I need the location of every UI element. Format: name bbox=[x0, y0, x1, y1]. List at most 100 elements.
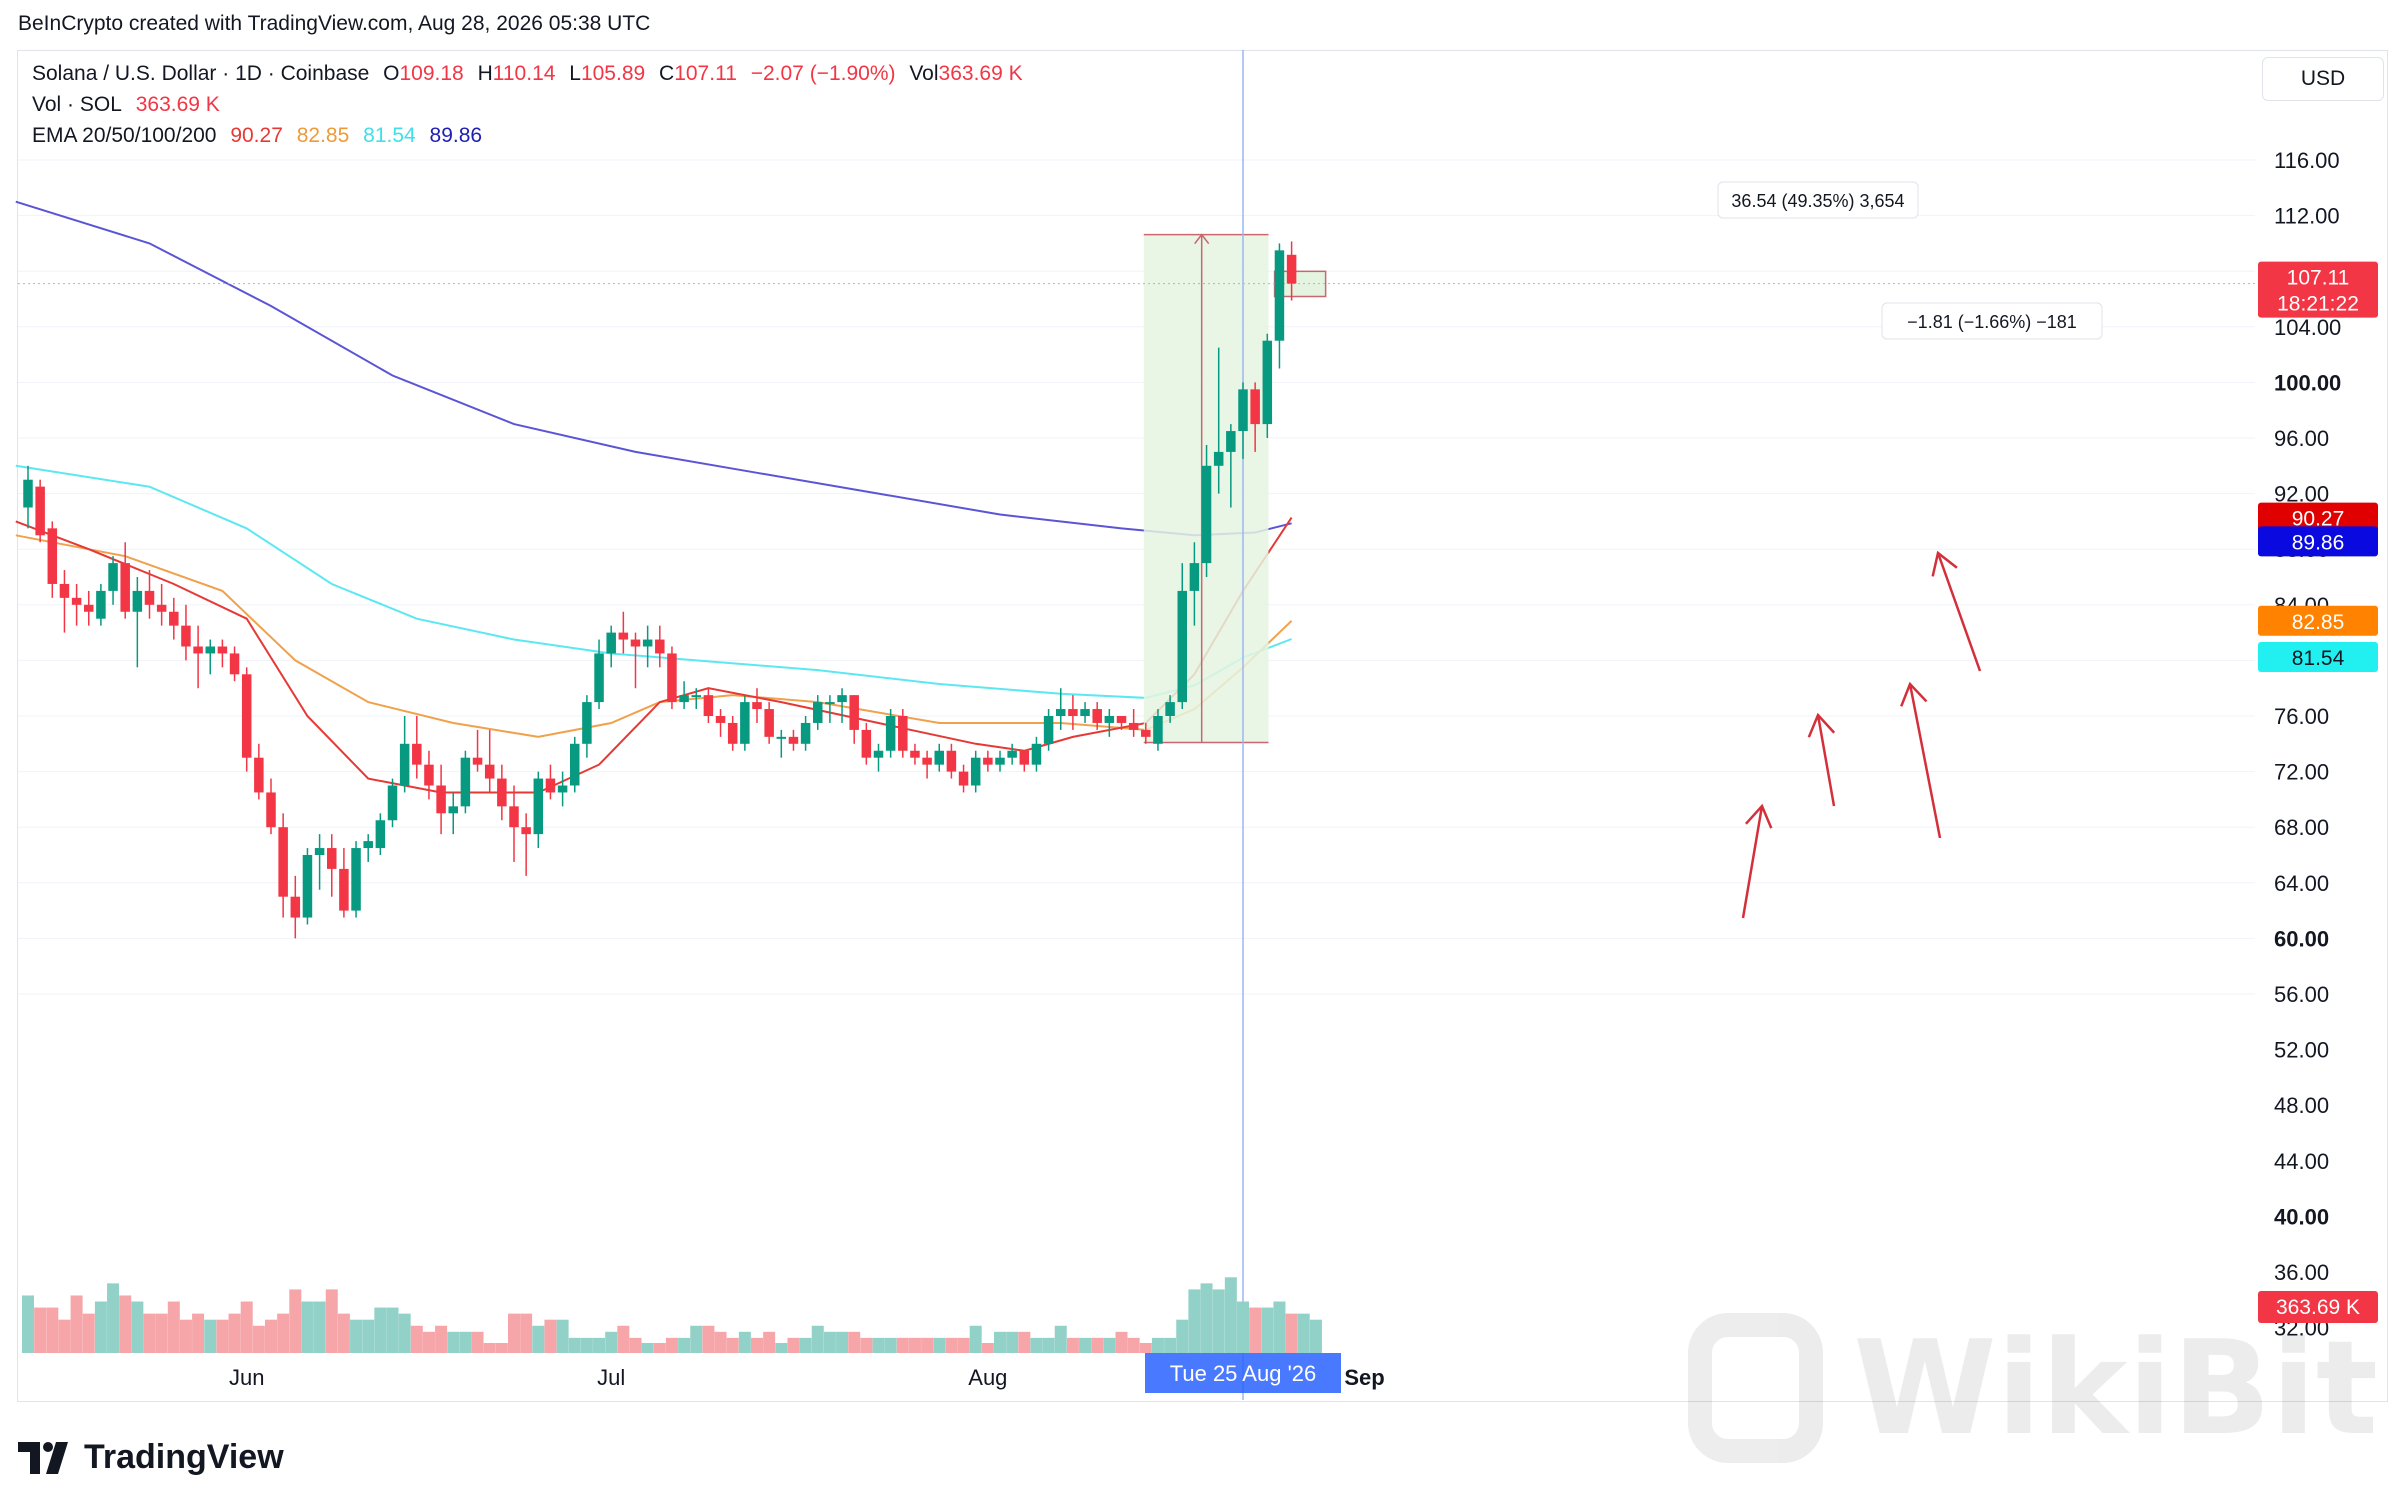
volume-bar[interactable] bbox=[1115, 1331, 1128, 1353]
volume-bar[interactable] bbox=[678, 1337, 691, 1353]
volume-bar[interactable] bbox=[1297, 1313, 1310, 1353]
volume-bar[interactable] bbox=[325, 1289, 338, 1353]
volume-bar[interactable] bbox=[1066, 1337, 1079, 1353]
candle-body[interactable] bbox=[934, 750, 945, 765]
candle-body[interactable] bbox=[995, 757, 1005, 765]
candle-body[interactable] bbox=[120, 563, 130, 612]
candle-body[interactable] bbox=[327, 848, 337, 869]
volume-bar[interactable] bbox=[1054, 1325, 1067, 1353]
volume-bar[interactable] bbox=[252, 1325, 265, 1353]
candle-body[interactable] bbox=[23, 479, 33, 508]
candle-body[interactable] bbox=[193, 646, 203, 654]
volume-bar[interactable] bbox=[131, 1301, 144, 1353]
candle-body[interactable] bbox=[922, 757, 932, 765]
candle-body[interactable] bbox=[156, 604, 167, 612]
volume-bar[interactable] bbox=[459, 1331, 472, 1353]
volume-bar[interactable] bbox=[593, 1337, 606, 1353]
volume-bar[interactable] bbox=[1273, 1301, 1286, 1353]
volume-bar[interactable] bbox=[398, 1313, 411, 1353]
candle-body[interactable] bbox=[861, 729, 872, 758]
candle-body[interactable] bbox=[278, 827, 288, 897]
candle-body[interactable] bbox=[1019, 750, 1030, 765]
volume-bar[interactable] bbox=[277, 1313, 290, 1353]
volume-bar[interactable] bbox=[362, 1319, 375, 1353]
volume-bar[interactable] bbox=[265, 1319, 277, 1353]
volume-bar[interactable] bbox=[1261, 1307, 1274, 1353]
candle-body[interactable] bbox=[84, 604, 94, 612]
candle-body[interactable] bbox=[290, 896, 301, 918]
candle-body[interactable] bbox=[667, 653, 677, 703]
candle-body[interactable] bbox=[509, 806, 519, 828]
volume-bar[interactable] bbox=[1188, 1289, 1201, 1353]
candle-body[interactable] bbox=[691, 695, 702, 698]
volume-bar[interactable] bbox=[82, 1313, 95, 1353]
candle-body[interactable] bbox=[679, 695, 689, 703]
candle-body[interactable] bbox=[181, 625, 191, 647]
candle-body[interactable] bbox=[71, 597, 82, 605]
volume-bar[interactable] bbox=[1224, 1277, 1237, 1353]
candle-body[interactable] bbox=[1128, 722, 1139, 730]
volume-legend[interactable]: Vol · SOL 363.69 K bbox=[32, 93, 228, 117]
volume-bar[interactable] bbox=[34, 1307, 47, 1353]
candle-body[interactable] bbox=[776, 736, 787, 739]
ema-indicator-label[interactable]: EMA 20/50/100/200 bbox=[32, 124, 217, 147]
candle-body[interactable] bbox=[205, 646, 216, 654]
candle-body[interactable] bbox=[582, 702, 592, 744]
volume-bar[interactable] bbox=[1018, 1331, 1031, 1353]
candle-body[interactable] bbox=[1262, 340, 1273, 425]
volume-bar[interactable] bbox=[1103, 1337, 1116, 1353]
candle-body[interactable] bbox=[788, 736, 799, 744]
volume-bar[interactable] bbox=[410, 1325, 423, 1353]
candle-body[interactable] bbox=[885, 716, 896, 751]
volume-bar[interactable] bbox=[763, 1331, 776, 1353]
candle-body[interactable] bbox=[387, 785, 398, 821]
volume-bar[interactable] bbox=[167, 1301, 180, 1353]
symbol-name[interactable]: Solana / U.S. Dollar · 1D · Coinbase bbox=[32, 62, 370, 85]
candle-body[interactable] bbox=[1043, 716, 1054, 744]
volume-bar[interactable] bbox=[1151, 1337, 1164, 1353]
volume-bar[interactable] bbox=[969, 1325, 982, 1353]
volume-indicator-label[interactable]: Vol · SOL bbox=[32, 93, 122, 116]
volume-bar[interactable] bbox=[653, 1343, 666, 1353]
candle-body[interactable] bbox=[642, 639, 653, 647]
candle-body[interactable] bbox=[655, 639, 665, 654]
volume-bar[interactable] bbox=[192, 1313, 205, 1353]
volume-bar[interactable] bbox=[994, 1331, 1006, 1353]
candle-body[interactable] bbox=[1238, 389, 1248, 432]
volume-bar[interactable] bbox=[787, 1337, 800, 1353]
volume-bar[interactable] bbox=[447, 1331, 460, 1353]
volume-bar[interactable] bbox=[240, 1301, 253, 1353]
candle-body[interactable] bbox=[727, 722, 738, 744]
candle-body[interactable] bbox=[715, 716, 726, 723]
candle-body[interactable] bbox=[1250, 389, 1260, 425]
candle-body[interactable] bbox=[606, 632, 616, 654]
candle-body[interactable] bbox=[521, 827, 531, 835]
volume-bar[interactable] bbox=[1176, 1319, 1189, 1353]
candle-body[interactable] bbox=[594, 653, 604, 703]
candle-body[interactable] bbox=[132, 590, 143, 612]
volume-bar[interactable] bbox=[896, 1337, 909, 1353]
volume-bar[interactable] bbox=[155, 1313, 168, 1353]
candle-body[interactable] bbox=[460, 757, 471, 807]
volume-bar[interactable] bbox=[1091, 1337, 1104, 1353]
volume-bar[interactable] bbox=[58, 1319, 71, 1353]
ema-legend[interactable]: EMA 20/50/100/200 90.27 82.85 81.54 89.8… bbox=[32, 124, 490, 148]
volume-bar[interactable] bbox=[957, 1337, 970, 1353]
candle-body[interactable] bbox=[254, 757, 264, 793]
candle-body[interactable] bbox=[314, 848, 325, 855]
volume-bar[interactable] bbox=[119, 1295, 132, 1353]
candle-body[interactable] bbox=[533, 778, 544, 835]
candle-body[interactable] bbox=[412, 743, 422, 765]
candle-body[interactable] bbox=[825, 702, 835, 705]
candle-body[interactable] bbox=[144, 590, 155, 605]
candle-body[interactable] bbox=[557, 785, 568, 793]
volume-bar[interactable] bbox=[848, 1331, 861, 1353]
candle-body[interactable] bbox=[241, 674, 252, 758]
candle-body[interactable] bbox=[108, 563, 118, 591]
volume-bar[interactable] bbox=[1200, 1283, 1213, 1353]
volume-bar[interactable] bbox=[70, 1295, 83, 1353]
candle-body[interactable] bbox=[752, 702, 762, 710]
candle-body[interactable] bbox=[983, 757, 993, 765]
candle-body[interactable] bbox=[1056, 709, 1066, 716]
